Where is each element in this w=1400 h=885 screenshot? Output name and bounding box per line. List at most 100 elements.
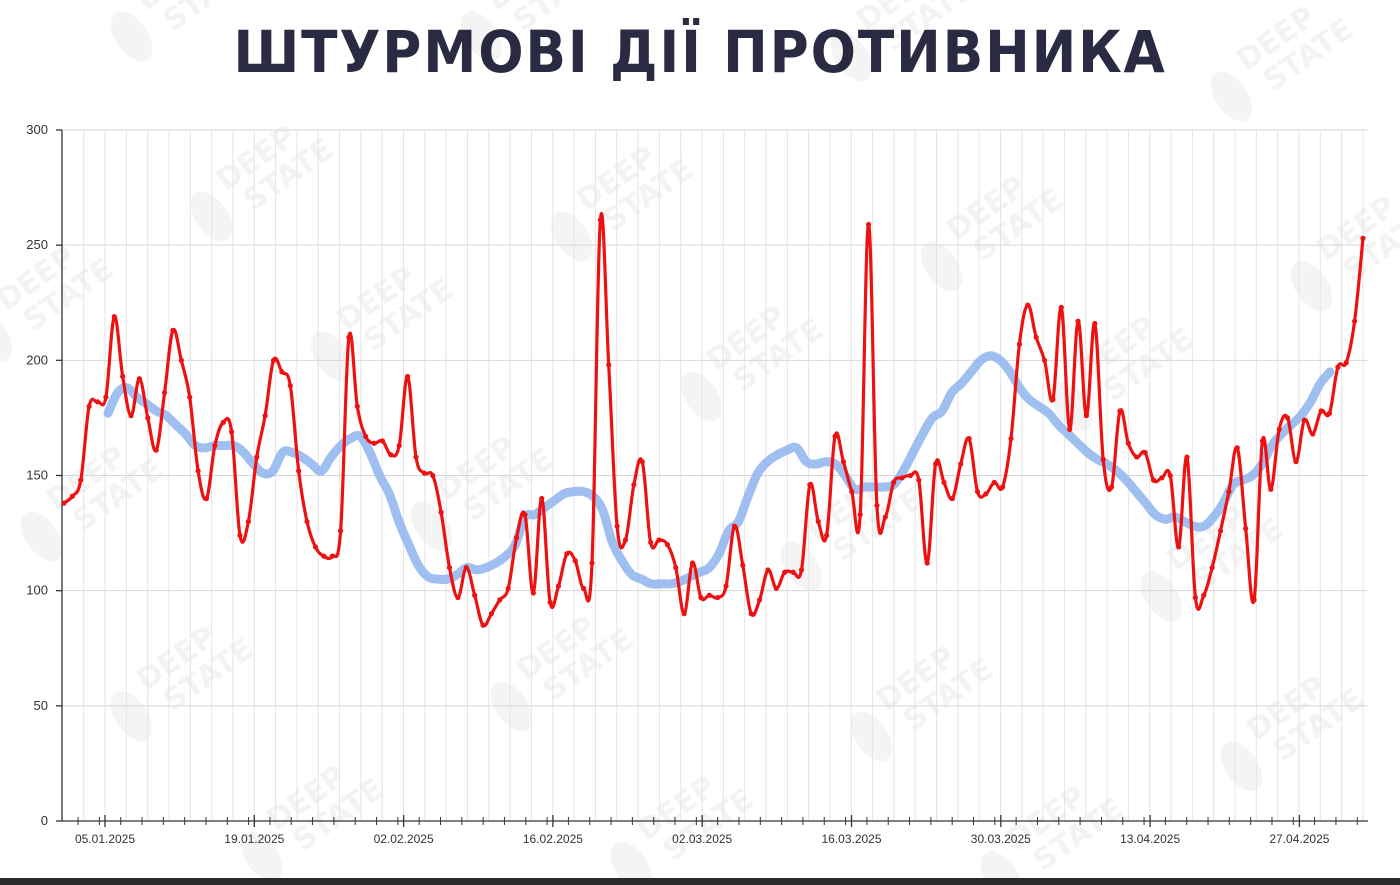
data-point <box>832 433 838 439</box>
data-point <box>346 334 352 340</box>
bottom-border <box>0 878 1400 885</box>
x-tick-label: 02.03.2025 <box>672 832 732 846</box>
data-point <box>740 562 746 568</box>
data-point <box>1100 456 1106 462</box>
data-point <box>1008 436 1014 442</box>
data-point <box>1184 454 1190 460</box>
watermark: DEEPSTATE <box>410 429 560 552</box>
data-point <box>145 415 151 421</box>
data-point <box>497 597 503 603</box>
data-point <box>94 399 101 405</box>
data-point <box>924 560 930 566</box>
y-axis: 0 50 100 150 200 250 300 <box>26 122 63 828</box>
watermark: DEEPSTATE <box>1220 669 1370 792</box>
watermark: DEEPSTATE <box>20 439 170 562</box>
data-point <box>421 470 427 476</box>
data-point <box>229 429 235 435</box>
watermark: DEEPSTATE <box>110 0 260 62</box>
data-point <box>589 560 595 566</box>
data-point <box>715 594 721 601</box>
data-point <box>86 403 92 409</box>
data-point <box>1167 472 1173 479</box>
data-point <box>78 477 84 483</box>
data-point <box>455 594 461 601</box>
data-point <box>907 472 914 479</box>
data-point <box>983 491 989 497</box>
data-point <box>765 567 771 573</box>
watermark: DEEPSTATE <box>110 619 260 742</box>
data-point <box>790 569 796 575</box>
y-tick-label: 0 <box>41 813 48 828</box>
data-point <box>1259 438 1266 444</box>
x-tick-label: 19.01.2025 <box>224 832 284 846</box>
x-tick-label: 13.04.2025 <box>1120 832 1180 846</box>
data-point <box>1134 454 1140 460</box>
data-point <box>405 373 411 380</box>
data-point <box>807 482 813 488</box>
watermark: DEEPSTATE <box>490 609 640 732</box>
data-point <box>1293 459 1299 465</box>
data-point <box>815 518 821 525</box>
data-point <box>438 509 444 515</box>
data-point <box>840 459 847 465</box>
data-point <box>1343 360 1349 366</box>
data-point <box>1150 477 1157 483</box>
data-point <box>1176 544 1182 550</box>
data-point <box>170 327 176 333</box>
data-point <box>1326 410 1333 416</box>
data-point <box>614 523 620 529</box>
data-point <box>966 436 972 442</box>
y-tick-label: 50 <box>34 698 48 713</box>
watermark: DEEPSTATE <box>680 299 830 422</box>
data-point <box>1360 235 1366 241</box>
data-point <box>622 537 629 543</box>
watermark: DEEPSTATE <box>610 769 760 885</box>
watermark: DEEPSTATE <box>850 639 1000 762</box>
data-point <box>748 611 754 617</box>
data-point <box>128 413 134 419</box>
data-point <box>1050 396 1056 403</box>
watermark: DEEPSTATE <box>460 0 610 62</box>
x-tick-label: 16.03.2025 <box>821 832 881 846</box>
data-point <box>430 472 436 479</box>
data-point <box>865 221 872 228</box>
data-point <box>1041 357 1048 363</box>
data-point <box>304 518 310 525</box>
data-point <box>1058 304 1064 310</box>
watermark: DEEPSTATE <box>980 779 1130 885</box>
data-point <box>371 440 377 446</box>
data-point <box>949 495 955 502</box>
data-point <box>782 569 788 575</box>
data-point <box>1125 440 1131 446</box>
data-point <box>1159 475 1165 481</box>
data-point <box>388 452 394 458</box>
data-point <box>882 514 888 520</box>
data-point <box>463 565 469 571</box>
data-point <box>974 489 981 495</box>
data-point <box>1083 413 1090 419</box>
data-point <box>932 461 939 467</box>
data-point <box>136 376 143 382</box>
data-point <box>731 523 738 529</box>
watermark: DEEPSTATE <box>0 239 120 362</box>
data-point <box>413 454 419 460</box>
watermark: DEEPSTATE <box>310 259 460 382</box>
data-point <box>513 535 520 541</box>
data-point <box>648 539 654 545</box>
data-point <box>681 611 687 617</box>
data-point <box>111 313 117 320</box>
data-point <box>530 590 536 596</box>
y-tick-label: 150 <box>26 468 48 483</box>
data-point <box>161 389 168 396</box>
data-point <box>321 553 327 559</box>
data-point <box>1192 594 1198 601</box>
watermark: DEEPSTATE <box>240 759 390 882</box>
data-point <box>69 493 75 499</box>
data-point <box>1268 486 1274 492</box>
data-point <box>1318 408 1324 414</box>
watermark: DEEPSTATE <box>1210 0 1360 122</box>
data-point <box>756 597 763 603</box>
data-point <box>664 542 671 548</box>
data-point <box>1142 449 1148 456</box>
